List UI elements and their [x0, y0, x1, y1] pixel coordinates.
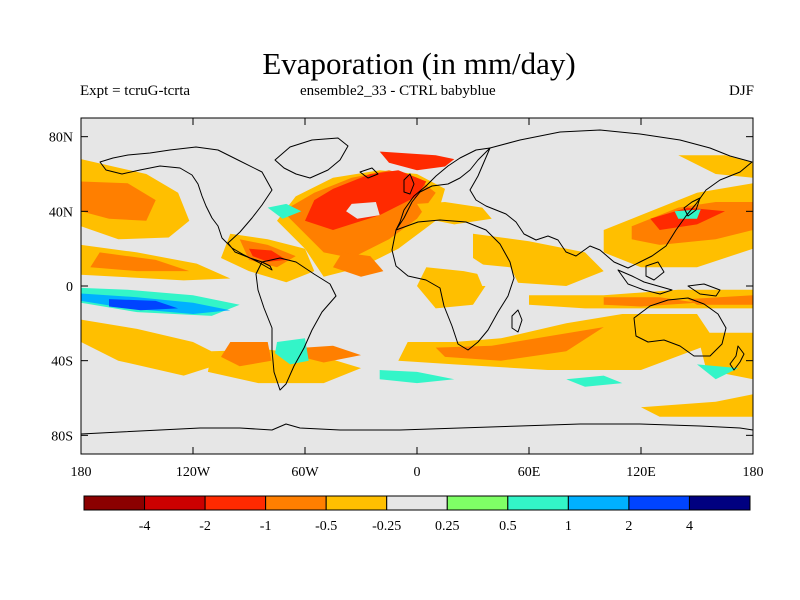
colorbar-label: 0.5 — [499, 519, 517, 534]
coastline-madagascar — [511, 309, 523, 333]
lon-tick-label: 60E — [518, 465, 541, 480]
colorbar-swatch — [688, 495, 751, 511]
colorbar: -4 -2 -1 -0.5 -0.25 0.25 0.5 1 2 4 — [83, 495, 751, 534]
anomaly-regions — [81, 151, 753, 417]
anomaly-region-28 — [379, 312, 445, 333]
coastline-new-guinea — [687, 283, 721, 297]
lon-tick-label: 120E — [626, 465, 656, 480]
anomaly-region-12 — [174, 383, 343, 402]
anomaly-region-39 — [473, 263, 520, 286]
anomaly-region-32 — [687, 295, 753, 305]
anomaly-region-11 — [301, 345, 361, 363]
anomaly-region-42 — [697, 364, 739, 380]
colorbar-label: -4 — [139, 519, 151, 534]
colorbar-swatch — [204, 495, 267, 511]
colorbar-label: 1 — [565, 519, 572, 534]
colorbar-swatch — [325, 495, 388, 511]
colorbar-swatch — [628, 495, 690, 511]
ensemble-label: ensemble2_33 - CTRL babyblue — [300, 83, 496, 99]
axis-ticks: 80N 40N 0 40S 80S 180 120W 60W 0 60E 120E 180 — [49, 118, 764, 480]
coastline-new-zealand — [729, 345, 745, 371]
colorbar-swatch — [83, 495, 146, 511]
lon-tick-label: 120W — [176, 465, 211, 480]
anomaly-region-36 — [678, 155, 753, 178]
anomaly-region-43 — [641, 394, 753, 417]
lon-tick-label: 0 — [414, 465, 421, 480]
coastline-australia — [633, 297, 727, 357]
anomaly-region-41 — [566, 375, 623, 387]
coastline-africa — [391, 219, 515, 351]
colorbar-label: -2 — [199, 519, 211, 534]
anomaly-region-13 — [275, 338, 309, 365]
anomaly-region-23 — [333, 252, 384, 277]
lat-tick-label: 0 — [66, 280, 73, 295]
colorbar-swatch — [144, 495, 206, 511]
colorbar-label: 0.25 — [435, 519, 460, 534]
coastline-north-america — [99, 146, 273, 271]
anomaly-region-4 — [90, 252, 190, 272]
colorbar-label: 4 — [686, 519, 693, 534]
coastlines — [81, 129, 753, 435]
colorbar-label: -0.25 — [372, 519, 401, 534]
colorbar-label: -1 — [260, 519, 272, 534]
anomaly-region-19 — [305, 170, 427, 230]
lon-tick-label: 180 — [743, 465, 764, 480]
colorbar-swatch — [567, 495, 630, 511]
coastline-iceland — [359, 167, 379, 179]
anomaly-region-10 — [221, 342, 272, 367]
lat-tick-label: 80N — [49, 131, 73, 146]
coastline-indonesia — [617, 269, 673, 295]
colorbar-swatch — [386, 495, 448, 511]
lat-tick-label: 40S — [51, 355, 73, 370]
colorbar-label: 2 — [625, 519, 632, 534]
colorbar-swatch — [446, 495, 509, 511]
colorbar-swatch — [507, 495, 569, 511]
colorbar-label: -0.5 — [315, 519, 337, 534]
coastline-borneo — [645, 261, 665, 281]
anomaly-region-20 — [379, 151, 455, 171]
anomaly-region-22 — [267, 203, 302, 219]
season-label: DJF — [728, 83, 754, 99]
anomaly-region-40 — [379, 370, 455, 384]
coastline-antarctica — [81, 423, 753, 435]
coastline-south-america — [255, 257, 337, 391]
map-title: Evaporation (in mm/day) — [262, 46, 576, 81]
lat-tick-label: 40N — [49, 205, 73, 220]
coastline-asia — [469, 129, 753, 269]
anomaly-region-21 — [346, 202, 380, 219]
anomaly-region-8 — [81, 319, 231, 376]
coastline-uk — [403, 173, 415, 195]
experiment-label: Expt = tcruG-tcrta — [80, 83, 191, 99]
lon-tick-label: 180 — [71, 465, 92, 480]
coastline-greenland — [274, 137, 349, 179]
lat-tick-label: 80S — [51, 429, 73, 444]
anomaly-region-25 — [417, 267, 492, 309]
anomaly-region-7 — [109, 299, 179, 311]
lon-tick-label: 60W — [291, 465, 319, 480]
colorbar-swatch — [265, 495, 327, 511]
coastline-japan — [683, 197, 701, 217]
anomaly-region-24 — [417, 202, 492, 225]
anomaly-region-2 — [81, 181, 156, 221]
anomaly-region-27 — [435, 327, 604, 361]
